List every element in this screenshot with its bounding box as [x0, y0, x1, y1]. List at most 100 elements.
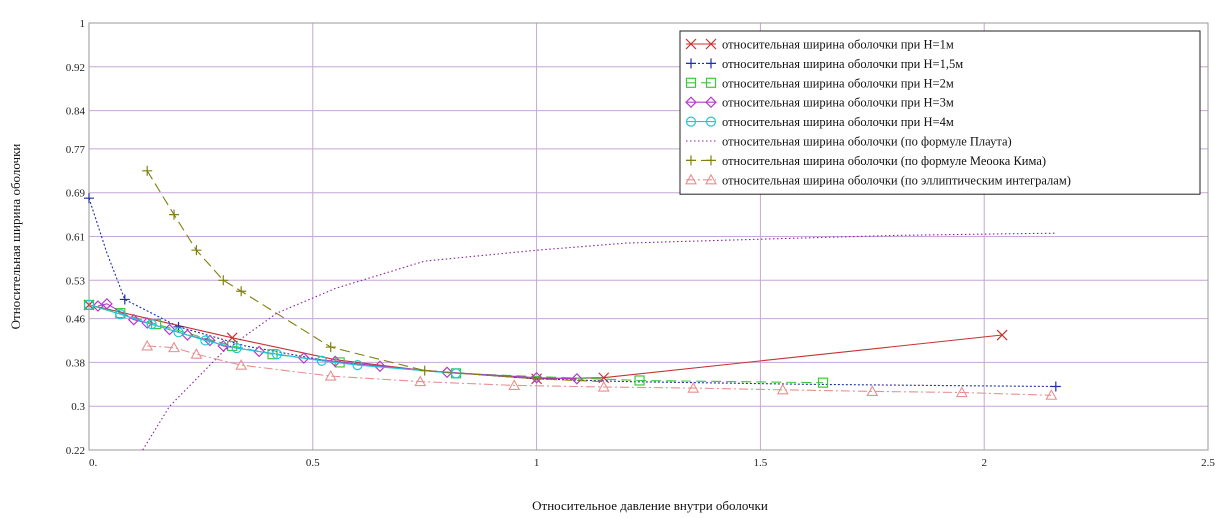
data-point	[686, 155, 696, 166]
data-point	[218, 275, 229, 286]
legend: относительная ширина оболочки при H=1м от…	[679, 30, 1201, 195]
legend-item: относительная ширина оболочки при H=4м	[685, 115, 954, 129]
data-point	[597, 380, 610, 392]
data-point	[83, 299, 95, 311]
series-6	[142, 232, 1056, 451]
data-point	[374, 360, 386, 373]
series-2	[84, 193, 1061, 392]
series-line	[88, 304, 824, 384]
data-point	[705, 116, 717, 127]
data-point	[200, 335, 211, 346]
y-tick-label: 0.53	[66, 275, 86, 287]
y-tick-label: 0.61	[66, 232, 85, 244]
y-tick-label: 0.38	[66, 357, 86, 369]
series-line	[146, 170, 604, 383]
data-point	[866, 385, 879, 396]
y-tick-label: 0.77	[66, 144, 86, 156]
y-tick-label: 0.22	[66, 445, 85, 457]
y-tick-label: 0.92	[66, 62, 85, 74]
data-point	[329, 355, 342, 368]
data-point	[146, 318, 157, 330]
legend-item: относительная ширина оболочки при H=1,5м	[686, 57, 963, 71]
series-4	[92, 297, 583, 385]
data-point	[685, 38, 697, 50]
x-tick-label: 0.5	[306, 457, 320, 469]
data-point	[231, 343, 242, 354]
legend-item: относительная ширина оболочки (по формул…	[686, 135, 1012, 149]
series-line	[88, 304, 1003, 380]
y-tick-label: 1	[80, 18, 86, 30]
data-point	[685, 116, 697, 127]
data-point	[955, 386, 968, 398]
data-point	[163, 323, 176, 336]
axis-ticks: 0.22 0.3 0.38 0.46 0.53 0.61 0.69 0.77 0.84 0.92 1…	[66, 18, 1216, 469]
legend-label: относительная ширина оболочки (по формул…	[722, 135, 1012, 149]
data-point	[297, 352, 310, 364]
data-point	[705, 77, 717, 88]
data-point	[325, 342, 336, 353]
data-point	[119, 294, 130, 305]
x-tick-label: 2	[981, 457, 987, 469]
data-point	[204, 334, 216, 347]
data-point	[634, 375, 645, 386]
legend-item: относительная ширина оболочки при H=1м	[685, 38, 954, 52]
legend-label: относительная ширина оболочки при H=4м	[722, 115, 954, 129]
data-point	[996, 329, 1008, 341]
data-point	[685, 173, 697, 185]
data-point	[115, 309, 126, 320]
legend-item: относительная ширина оболочки (по формул…	[686, 154, 1046, 168]
data-point	[181, 329, 194, 341]
series-line	[142, 232, 1056, 451]
data-point	[253, 345, 265, 358]
y-tick-label: 0.3	[71, 401, 85, 413]
series-group	[83, 165, 1061, 451]
series-line	[147, 345, 1052, 396]
data-point	[168, 341, 180, 353]
legend-label: относительная ширина оболочки при H=2м	[722, 76, 954, 90]
x-tick-label: 1	[534, 457, 540, 469]
data-point	[530, 371, 543, 384]
data-point	[685, 96, 697, 109]
legend-label: относительная ширина оболочки (по формул…	[722, 154, 1046, 168]
data-point	[685, 77, 697, 88]
legend-label: относительная ширина оболочки при H=3м	[722, 96, 954, 110]
data-point	[141, 339, 154, 351]
data-point	[706, 58, 716, 69]
data-point	[414, 375, 427, 387]
series-7	[142, 165, 604, 383]
data-point	[173, 327, 184, 338]
data-point	[127, 313, 140, 326]
data-point	[191, 245, 202, 256]
series-line	[97, 303, 577, 380]
data-point	[705, 38, 717, 50]
series-line	[88, 304, 457, 374]
y-tick-label: 0.84	[66, 106, 86, 118]
data-point	[236, 286, 247, 297]
legend-item: относительная ширина оболочки (по эллипт…	[685, 173, 1071, 187]
y-tick-label: 0.69	[66, 188, 86, 200]
y-axis-label: Относительная ширина оболочки	[8, 144, 23, 330]
data-point	[1045, 389, 1058, 400]
series-5	[83, 299, 462, 379]
series-8	[141, 339, 1058, 400]
data-point	[419, 365, 430, 376]
data-point	[508, 379, 521, 390]
series-line	[88, 198, 1056, 388]
data-point	[705, 96, 717, 109]
x-axis-label: Относительное давление внутри оболочки	[532, 498, 768, 513]
data-point	[101, 297, 113, 310]
legend-item: относительная ширина оболочки при H=3м	[685, 96, 954, 110]
data-point	[687, 382, 700, 393]
legend-label: относительная ширина оболочки при H=1м	[722, 38, 954, 52]
data-point	[142, 165, 153, 176]
data-point	[235, 359, 248, 370]
plot-area	[88, 22, 1209, 451]
data-point	[324, 369, 337, 381]
data-point	[441, 366, 453, 379]
data-point	[271, 349, 283, 360]
x-tick-label: 0.	[89, 457, 98, 469]
data-point	[169, 209, 180, 220]
data-point	[316, 355, 327, 366]
y-tick-label: 0.46	[66, 314, 86, 326]
